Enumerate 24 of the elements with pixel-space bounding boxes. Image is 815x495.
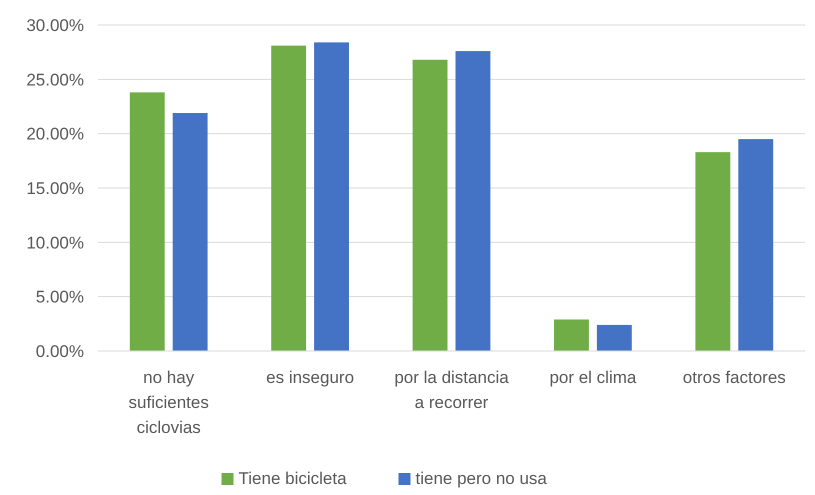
y-tick-label: 25.00% — [26, 70, 84, 90]
bar — [695, 152, 730, 351]
y-tick-label: 20.00% — [26, 124, 84, 144]
bar — [554, 319, 589, 351]
bar — [314, 42, 349, 351]
legend-label: tiene pero no usa — [416, 469, 548, 488]
bar — [271, 46, 306, 351]
x-tick-label: por la distancia a recorrer — [394, 368, 510, 412]
bar — [456, 51, 490, 351]
bar — [412, 60, 448, 351]
y-tick-label: 10.00% — [26, 233, 84, 252]
bar — [172, 113, 208, 351]
bar — [738, 139, 774, 351]
bar — [596, 324, 632, 351]
y-tick-label: 30.00% — [26, 16, 84, 35]
y-tick-label: 5.00% — [36, 288, 84, 307]
legend-label: Tiene bicicleta — [238, 469, 348, 488]
y-tick-label: 0.00% — [36, 342, 84, 361]
x-tick-label: por el clima — [549, 368, 637, 387]
x-tick-label: otros factores — [682, 368, 786, 387]
x-tick-label: es inseguro — [266, 368, 354, 387]
bar — [130, 92, 165, 351]
y-tick-label: 15.00% — [26, 178, 84, 198]
x-tick-label: no hay suficientes ciclovias — [128, 368, 209, 437]
